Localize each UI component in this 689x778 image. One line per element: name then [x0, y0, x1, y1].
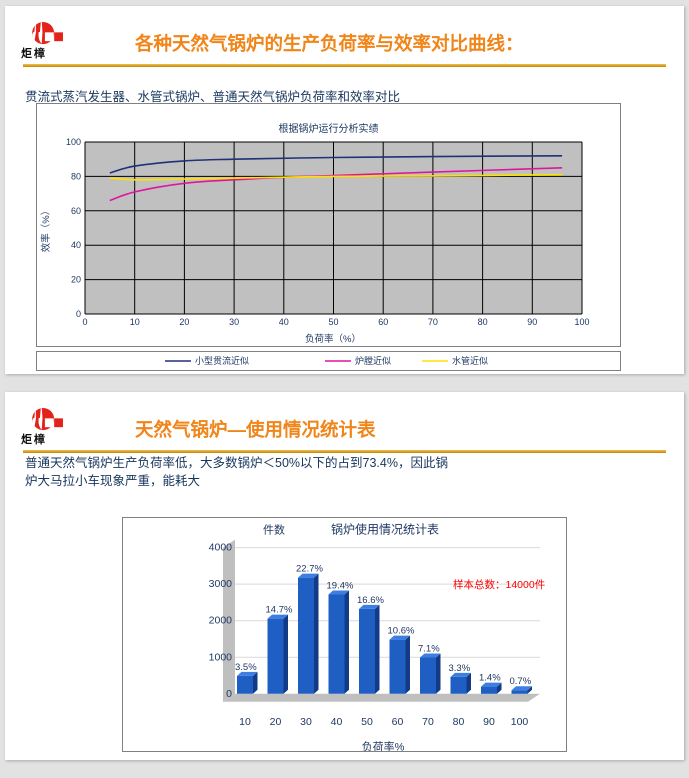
- svg-text:件数: 件数: [263, 524, 285, 537]
- svg-text:3.3%: 3.3%: [449, 663, 471, 674]
- svg-text:10: 10: [239, 716, 251, 728]
- svg-text:40: 40: [71, 240, 81, 250]
- svg-text:100: 100: [511, 716, 529, 728]
- svg-text:10: 10: [130, 317, 140, 327]
- svg-text:50: 50: [361, 716, 373, 728]
- svg-text:10.6%: 10.6%: [388, 626, 415, 637]
- svg-text:100: 100: [66, 137, 81, 147]
- svg-text:70: 70: [422, 716, 434, 728]
- svg-text:16.6%: 16.6%: [357, 595, 384, 606]
- svg-text:样本总数：14000件: 样本总数：14000件: [453, 578, 545, 591]
- svg-text:0: 0: [76, 309, 81, 319]
- svg-text:80: 80: [453, 716, 465, 728]
- svg-text:0: 0: [82, 317, 87, 327]
- svg-text:0: 0: [226, 688, 232, 700]
- svg-text:2000: 2000: [209, 615, 233, 627]
- svg-text:20: 20: [270, 716, 282, 728]
- svg-text:4000: 4000: [209, 542, 233, 554]
- svg-text:7.1%: 7.1%: [418, 644, 440, 655]
- svg-text:60: 60: [392, 716, 404, 728]
- svg-text:0.7%: 0.7%: [510, 676, 532, 687]
- svg-text:80: 80: [478, 317, 488, 327]
- svg-text:40: 40: [279, 317, 289, 327]
- svg-text:负荷率（%）: 负荷率（%）: [305, 333, 361, 345]
- svg-text:30: 30: [300, 716, 312, 728]
- svg-text:1000: 1000: [209, 651, 233, 663]
- svg-text:60: 60: [71, 206, 81, 216]
- svg-text:水管近似: 水管近似: [452, 355, 488, 366]
- svg-text:40: 40: [331, 716, 343, 728]
- svg-text:20: 20: [71, 275, 81, 285]
- svg-text:3.5%: 3.5%: [235, 662, 257, 673]
- svg-text:小型贯流近似: 小型贯流近似: [195, 355, 249, 366]
- svg-text:100: 100: [574, 317, 589, 327]
- svg-text:锅炉使用情况统计表: 锅炉使用情况统计表: [331, 522, 439, 537]
- svg-text:30: 30: [229, 317, 239, 327]
- svg-text:70: 70: [428, 317, 438, 327]
- svg-text:负荷率%: 负荷率%: [362, 740, 405, 751]
- svg-text:20: 20: [179, 317, 189, 327]
- svg-text:90: 90: [527, 317, 537, 327]
- svg-text:22.7%: 22.7%: [296, 564, 323, 575]
- svg-text:90: 90: [483, 716, 495, 728]
- svg-text:1.4%: 1.4%: [479, 673, 501, 684]
- svg-text:60: 60: [378, 317, 388, 327]
- svg-text:80: 80: [71, 171, 81, 181]
- svg-text:14.7%: 14.7%: [266, 605, 293, 616]
- svg-text:炉膛近似: 炉膛近似: [355, 355, 391, 366]
- svg-text:50: 50: [328, 317, 338, 327]
- svg-text:效率（%）: 效率（%）: [40, 206, 52, 252]
- svg-text:19.4%: 19.4%: [327, 581, 354, 592]
- svg-text:3000: 3000: [209, 578, 233, 590]
